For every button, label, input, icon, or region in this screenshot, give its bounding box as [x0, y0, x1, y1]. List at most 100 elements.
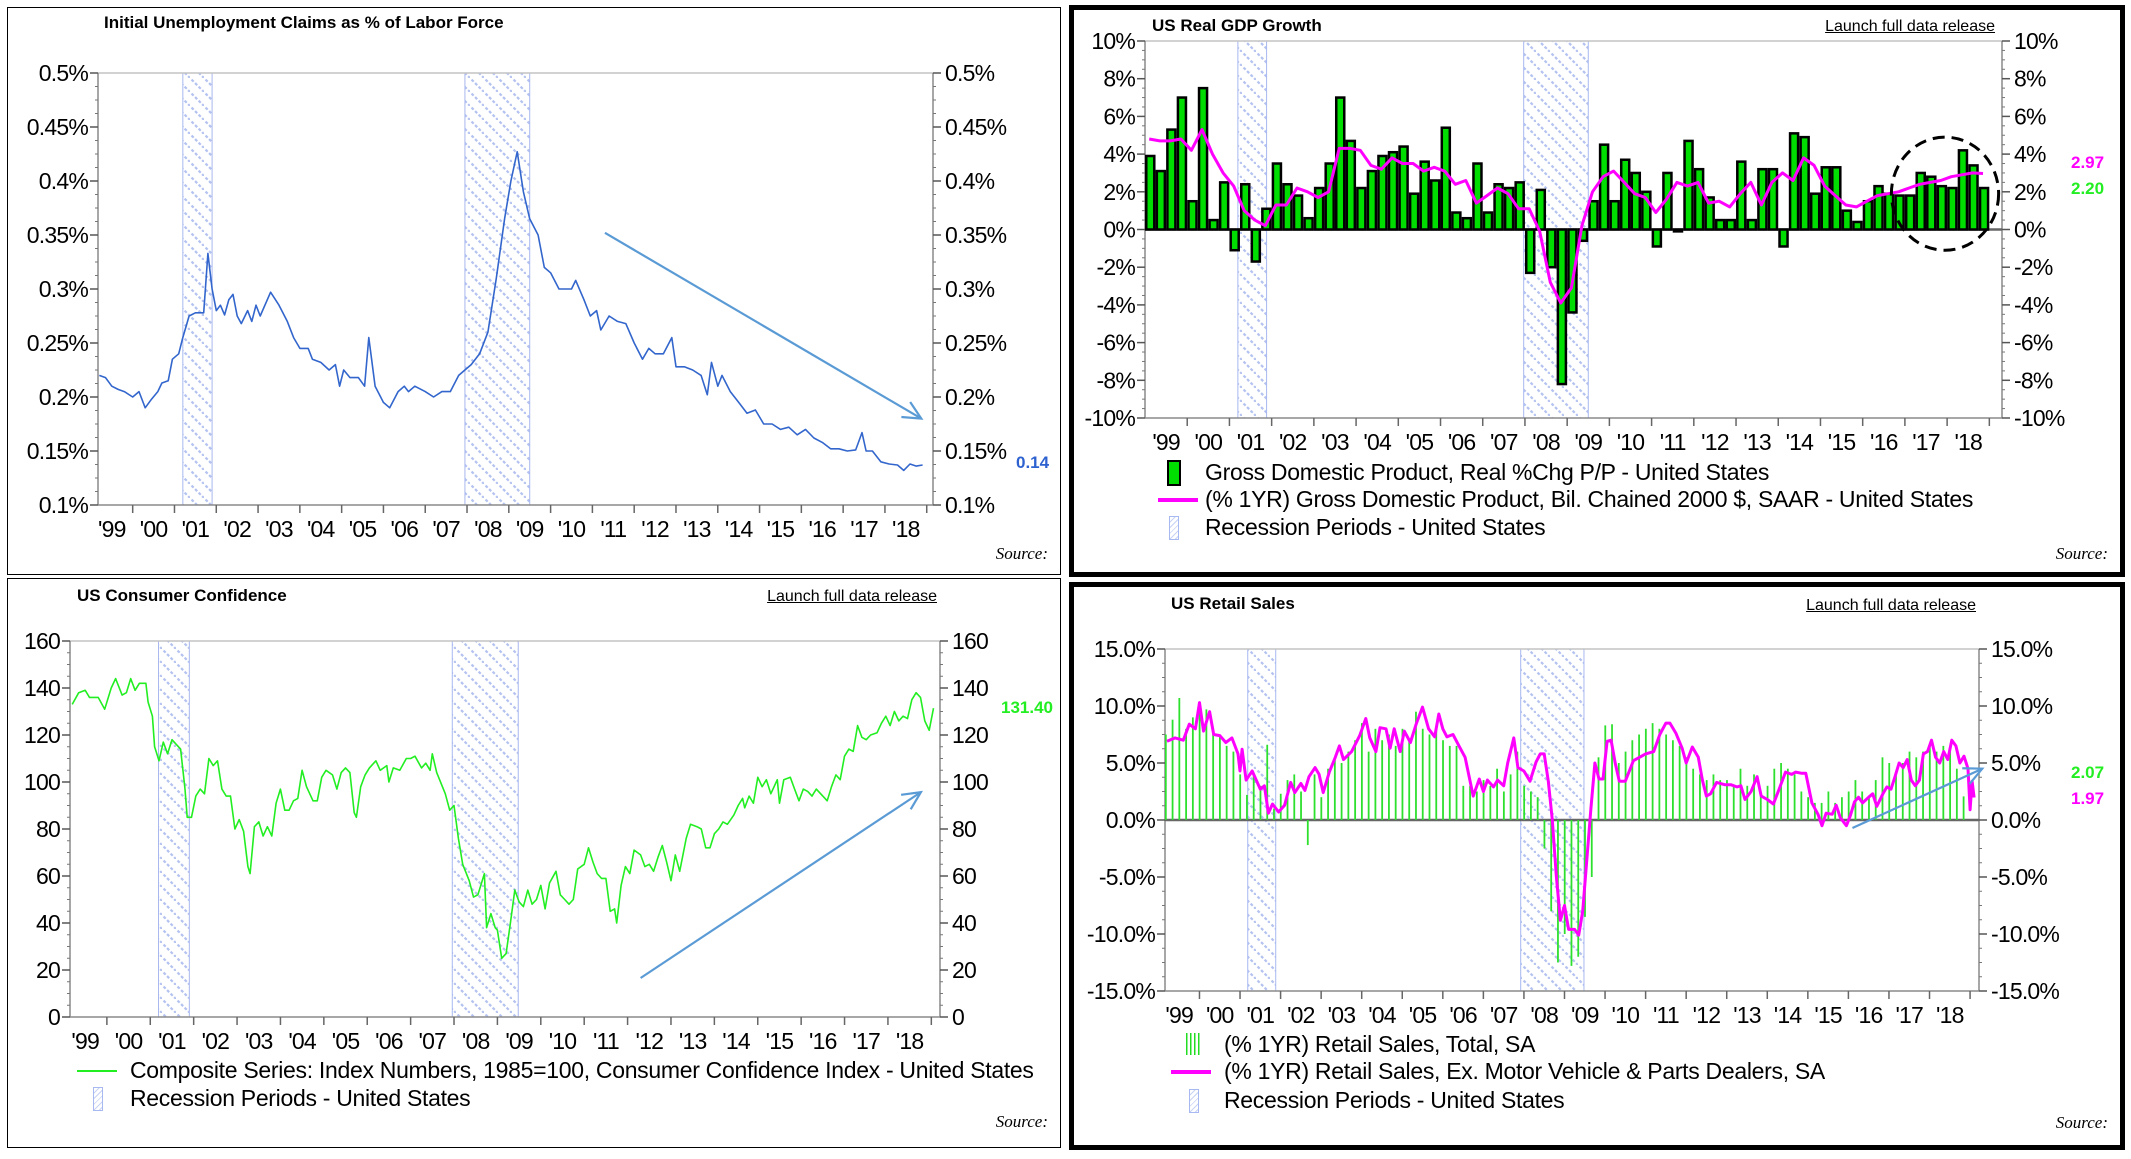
gdp-bar [1229, 228, 1240, 252]
gdp-bar [1408, 192, 1420, 231]
y-tick-label-left: 10% [1091, 28, 1135, 54]
retail-sales-panel: -15.0% -15.0% -10.0% -10.0% -5.0% -5.0% 0.0% 0.… [1069, 582, 2125, 1150]
gdp-bar [1746, 218, 1758, 231]
x-tick-label: '11 [593, 1028, 619, 1054]
x-tick-label: '02 [202, 1028, 230, 1054]
x-tick-label: '16 [808, 516, 836, 542]
launch-data-release-link[interactable]: Launch full data release [1825, 18, 1995, 35]
x-tick-label: '99 [71, 1028, 99, 1054]
gdp-bar [1978, 186, 1990, 231]
y-tick-label-left: 10.0% [1094, 693, 1156, 719]
recession-legend-icon [93, 1087, 103, 1111]
series-layer [1165, 698, 1976, 966]
legend-label: Gross Domestic Product, Real %Chg P/P - … [1205, 459, 1770, 485]
launch-data-release-link[interactable]: Launch full data release [767, 588, 937, 605]
x-tick-label: '06 [375, 1028, 403, 1054]
y-tick-label-left: 40 [36, 910, 60, 936]
x-tick-label: '10 [549, 1028, 577, 1054]
x-tick-label: '04 [1363, 429, 1392, 455]
y-tick-label-right: 40 [952, 910, 976, 936]
gdp-bar [1588, 199, 1599, 231]
gdp-chart-panel: -10% -10% -8% -8% -6% -6% -4% -4% -2% -2% 0% 0% 2% 2%… [1069, 5, 2125, 577]
x-tick-label: '04 [307, 516, 336, 542]
x-tick-label: '18 [892, 516, 920, 542]
x-tick-label: '04 [1368, 1002, 1397, 1028]
y-tick-label-right: -2% [2014, 254, 2053, 280]
y-tick-label-right: 10.0% [1991, 693, 2053, 719]
x-tick-label: '03 [1321, 429, 1349, 455]
gdp-bar [1641, 190, 1652, 231]
gdp-bar [1313, 186, 1325, 231]
series-line [71, 677, 935, 960]
x-tick-label: '09 [1574, 429, 1602, 455]
magenta-line-legend-icon [1158, 498, 1198, 502]
trend-arrowhead [901, 401, 924, 420]
consumer-confidence-panel: 0 0 20 20 40 40 60 60 80 80 100 100 120 120 140 140 160 1… [7, 578, 1061, 1148]
y-tick-label-left: 20 [36, 957, 60, 983]
legend-item: Recession Periods - United States [1169, 514, 2119, 542]
y-tick-label-right: 0.1% [945, 492, 995, 518]
y-tick-label-left: 2% [1103, 179, 1135, 205]
gdp-bar [1904, 194, 1916, 231]
y-tick-label-left: 0.1% [39, 492, 89, 518]
y-tick-label-right: 15.0% [1991, 636, 2053, 662]
x-tick-label: '14 [722, 1028, 751, 1054]
y-tick-label-right: 60 [952, 863, 976, 889]
y-tick-label-left: 4% [1103, 141, 1135, 167]
x-tick-label: '10 [1617, 429, 1645, 455]
y-tick-label-right: 120 [952, 722, 988, 748]
gdp-bar [1324, 162, 1335, 231]
y-tick-label-right: 100 [952, 769, 988, 795]
highlight-circle [1889, 135, 2001, 252]
x-tick-label: '11 [600, 516, 626, 542]
last-value-label: 131.40 [1001, 698, 1053, 717]
launch-data-release-link[interactable]: Launch full data release [1806, 597, 1976, 614]
legend-label: Recession Periods - United States [130, 1085, 471, 1111]
green-line-legend-icon [77, 1070, 117, 1072]
gdp-bar [1334, 96, 1346, 231]
x-tick-label: '07 [1490, 1002, 1518, 1028]
gdp-bar [1482, 211, 1494, 231]
y-tick-label-right: 0.5% [945, 60, 995, 86]
x-tick-label: '02 [223, 516, 251, 542]
gdp-bar [1672, 228, 1684, 233]
x-tick-label: '12 [1693, 1002, 1721, 1028]
x-tick-label: '99 [1165, 1002, 1193, 1028]
x-tick-label: '13 [683, 516, 711, 542]
gdp-bar [1387, 150, 1399, 231]
x-tick-label: '08 [1530, 1002, 1558, 1028]
x-tick-label: '12 [641, 516, 669, 542]
y-tick-label-left: 6% [1103, 103, 1135, 129]
legend-item: Recession Periods - United States [1189, 1087, 2089, 1115]
gdp-bar [1873, 184, 1884, 231]
x-tick-label: '14 [1786, 429, 1815, 455]
legend-item: Composite Series: Index Numbers, 1985=10… [77, 1057, 1060, 1085]
gdp-bar [1799, 135, 1810, 231]
legend-label: (% 1YR) Retail Sales, Ex. Motor Vehicle … [1224, 1058, 1825, 1084]
y-tick-label-left: -6% [1096, 330, 1135, 356]
gdp-bar [1166, 128, 1177, 231]
x-tick-label: '09 [1571, 1002, 1599, 1028]
x-tick-label: '00 [1206, 1002, 1234, 1028]
y-tick-label-right: 20 [952, 957, 976, 983]
last-value-label-yoy: 2.97 [2071, 153, 2105, 172]
retail-sales-chart: -15.0% -15.0% -10.0% -10.0% -5.0% -5.0% 0.0% 0.… [1087, 636, 2060, 1028]
legend-label: Recession Periods - United States [1224, 1087, 1565, 1113]
x-tick-label: '00 [115, 1028, 143, 1054]
legend-label: (% 1YR) Retail Sales, Total, SA [1224, 1031, 1536, 1057]
x-tick-label: '01 [182, 516, 210, 542]
x-tick-label: '01 [1247, 1002, 1275, 1028]
x-tick-label: '15 [1814, 1002, 1842, 1028]
gdp-bar [1461, 216, 1473, 231]
y-tick-label-right: 80 [952, 816, 976, 842]
gdp-bar [1197, 86, 1209, 231]
trend-arrow [639, 791, 922, 979]
x-tick-label: '06 [1449, 1002, 1477, 1028]
x-tick-label: '03 [1328, 1002, 1356, 1028]
gdp-bar [1883, 192, 1895, 231]
y-tick-label-left: 0 [48, 1004, 60, 1030]
series-layer [99, 151, 923, 472]
x-tick-label: '09 [516, 516, 544, 542]
y-tick-label-left: 0.25% [27, 330, 89, 356]
gdp-bar [1398, 145, 1409, 231]
